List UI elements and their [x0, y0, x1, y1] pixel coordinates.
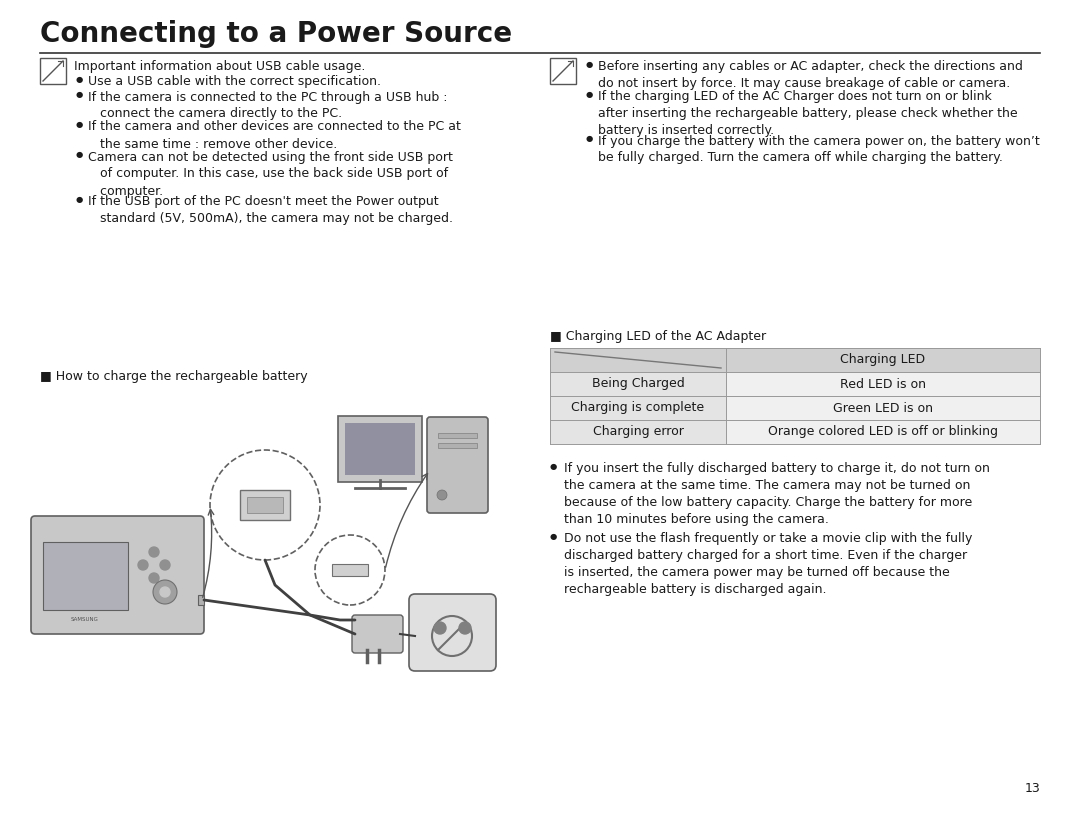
Bar [240, 490, 291, 520]
Circle shape [153, 580, 177, 604]
Text: Use a USB cable with the correct specification.: Use a USB cable with the correct specifi… [87, 75, 381, 88]
Text: Orange colored LED is off or blinking: Orange colored LED is off or blinking [768, 425, 998, 438]
Text: Charging is complete: Charging is complete [571, 402, 704, 415]
Circle shape [459, 622, 471, 634]
Text: Red LED is on: Red LED is on [840, 377, 926, 390]
Text: SAMSUNG: SAMSUNG [71, 617, 99, 622]
Text: ●: ● [76, 75, 83, 84]
Bar [43, 542, 129, 610]
Text: Charging LED: Charging LED [840, 354, 926, 367]
Circle shape [434, 622, 446, 634]
Text: ●: ● [586, 90, 593, 99]
Text: Charging error: Charging error [593, 425, 684, 438]
Text: If you charge the battery with the camera power on, the battery won’t
be fully c: If you charge the battery with the camer… [598, 134, 1040, 165]
Bar [726, 372, 1040, 396]
Text: If the charging LED of the AC Charger does not turn on or blink
after inserting : If the charging LED of the AC Charger do… [598, 90, 1017, 137]
Text: ●: ● [76, 151, 83, 160]
Bar [550, 372, 726, 396]
Bar [247, 497, 283, 513]
Text: ●: ● [586, 134, 593, 143]
Bar [726, 396, 1040, 420]
FancyBboxPatch shape [427, 417, 488, 513]
Circle shape [437, 490, 447, 500]
Bar [332, 564, 368, 576]
Bar [40, 58, 66, 84]
Circle shape [149, 573, 159, 583]
Text: ■ Charging LED of the AC Adapter: ■ Charging LED of the AC Adapter [550, 330, 766, 343]
FancyBboxPatch shape [352, 615, 403, 653]
Text: Do not use the flash frequently or take a movie clip with the fully
discharged b: Do not use the flash frequently or take … [564, 532, 972, 596]
Circle shape [160, 587, 170, 597]
Text: ●: ● [550, 532, 557, 541]
Bar [550, 58, 576, 84]
Bar [550, 396, 726, 420]
Text: ■ How to charge the rechargeable battery: ■ How to charge the rechargeable battery [40, 370, 308, 383]
Text: Connecting to a Power Source: Connecting to a Power Source [40, 20, 512, 48]
Bar [438, 443, 477, 448]
Bar [345, 423, 415, 475]
Bar [550, 348, 726, 372]
Text: ●: ● [550, 462, 557, 471]
Text: Being Charged: Being Charged [592, 377, 685, 390]
Text: ●: ● [586, 60, 593, 69]
Bar [198, 595, 204, 605]
Bar [438, 433, 477, 438]
Text: If you insert the fully discharged battery to charge it, do not turn on
the came: If you insert the fully discharged batte… [564, 462, 990, 526]
Circle shape [149, 547, 159, 557]
Text: If the camera is connected to the PC through a USB hub :
   connect the camera d: If the camera is connected to the PC thr… [87, 90, 447, 121]
Circle shape [138, 560, 148, 570]
FancyBboxPatch shape [338, 416, 422, 482]
Text: ●: ● [76, 195, 83, 204]
Bar [726, 420, 1040, 444]
Text: Before inserting any cables or AC adapter, check the directions and
do not inser: Before inserting any cables or AC adapte… [598, 60, 1023, 90]
Text: Green LED is on: Green LED is on [833, 402, 933, 415]
Text: If the USB port of the PC doesn't meet the Power output
   standard (5V, 500mA),: If the USB port of the PC doesn't meet t… [87, 195, 453, 225]
Text: Camera can not be detected using the front side USB port
   of computer. In this: Camera can not be detected using the fro… [87, 151, 453, 197]
Text: Important information about USB cable usage.: Important information about USB cable us… [75, 60, 365, 73]
FancyBboxPatch shape [31, 516, 204, 634]
Bar [550, 420, 726, 444]
Circle shape [160, 560, 170, 570]
Text: 13: 13 [1024, 782, 1040, 795]
Text: ●: ● [76, 90, 83, 99]
Bar [550, 348, 1040, 372]
Text: ●: ● [76, 121, 83, 130]
FancyBboxPatch shape [409, 594, 496, 671]
Text: If the camera and other devices are connected to the PC at
   the same time : re: If the camera and other devices are conn… [87, 121, 461, 151]
